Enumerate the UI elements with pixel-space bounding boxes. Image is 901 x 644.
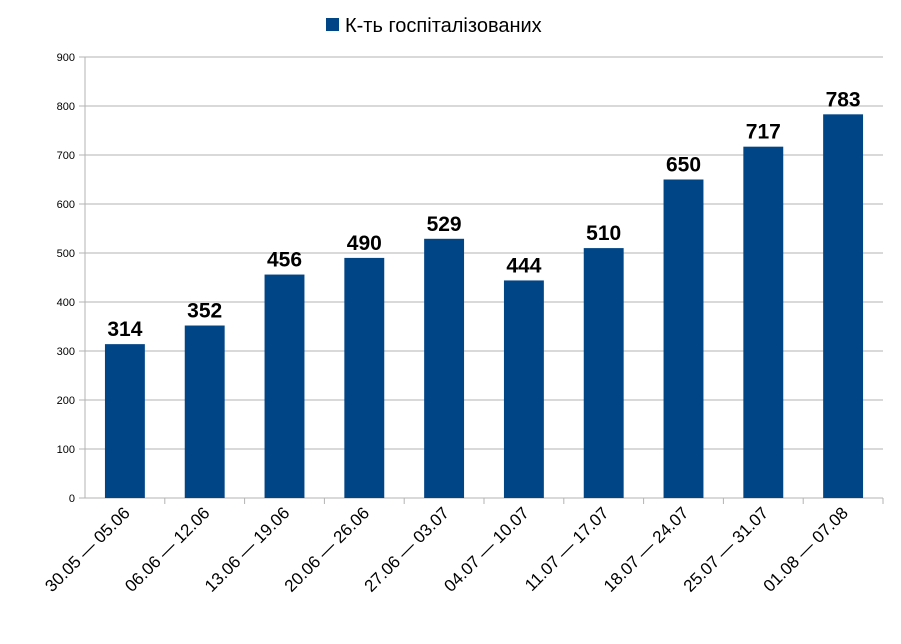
bar: [503, 280, 544, 498]
x-tick-label: 25.07 — 31.07: [680, 503, 772, 595]
legend: К-ть госпіталізованих: [326, 15, 542, 37]
x-tick-label: 30.05 — 05.06: [41, 503, 133, 595]
x-tick-label: 18.07 — 24.07: [600, 503, 692, 595]
bar: [663, 179, 704, 498]
x-tick-label: 06.06 — 12.06: [121, 503, 213, 595]
x-tick-label: 01.08 — 07.08: [760, 503, 852, 595]
bar: [184, 325, 225, 498]
data-label: 444: [506, 254, 541, 277]
y-tick-label: 400: [57, 297, 75, 309]
x-tick-label: 04.07 — 10.07: [440, 503, 532, 595]
bar: [583, 248, 624, 498]
y-tick-label: 600: [57, 199, 75, 211]
data-label: 314: [107, 318, 142, 341]
y-axis-ticks: 0 100 200 300 400 500 600 700 800 900: [57, 52, 75, 505]
bar: [823, 114, 864, 498]
bar: [424, 238, 465, 499]
x-tick-label: 20.06 — 26.06: [281, 503, 373, 595]
data-label: 352: [187, 300, 222, 323]
y-tick-label: 200: [57, 395, 75, 407]
y-tick-label: 500: [57, 248, 75, 260]
y-tick-label: 300: [57, 346, 75, 358]
y-tick-label: 0: [69, 493, 75, 505]
data-label: 456: [267, 249, 302, 272]
bars: [104, 114, 864, 499]
x-tick-label: 13.06 — 19.06: [201, 503, 293, 595]
legend-swatch: [326, 18, 339, 31]
bar: [104, 344, 145, 498]
x-tick-label: 27.06 — 03.07: [361, 503, 453, 595]
y-tick-label: 100: [57, 444, 75, 456]
y-tick-label: 900: [57, 52, 75, 64]
data-label: 529: [427, 213, 462, 236]
legend-label: К-ть госпіталізованих: [345, 15, 542, 37]
x-tick-label: 11.07 — 17.07: [521, 503, 612, 594]
bar: [264, 274, 305, 498]
data-label: 650: [666, 154, 701, 177]
y-tick-label: 700: [57, 150, 75, 162]
data-label: 510: [586, 222, 621, 245]
data-label: 490: [347, 232, 382, 255]
data-label: 717: [746, 121, 781, 144]
data-labels: 314 352 456 490 529 444 510 650 717 783: [107, 88, 860, 341]
bar: [743, 146, 784, 499]
data-label: 783: [826, 88, 861, 111]
y-tick-label: 800: [57, 101, 75, 113]
bar: [344, 257, 385, 498]
